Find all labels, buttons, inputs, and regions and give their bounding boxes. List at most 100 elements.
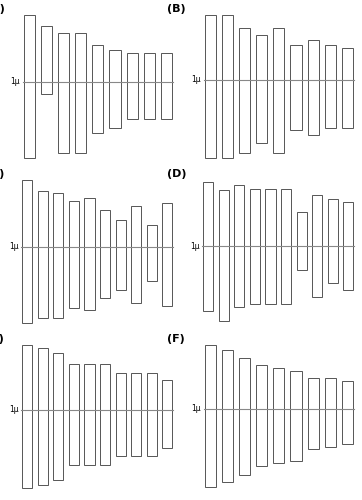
Bar [273,408,285,464]
Bar [290,45,302,80]
Bar [144,52,155,82]
Bar [38,247,48,318]
Bar [281,246,291,304]
Bar [84,247,94,310]
Bar [115,372,126,410]
Bar [256,35,268,80]
Bar [38,191,48,247]
Bar [290,370,302,408]
Bar [84,198,94,247]
Bar [115,410,126,456]
Bar [281,188,291,246]
Bar [161,82,172,118]
Bar [219,246,229,320]
Bar [203,246,213,310]
Bar [100,210,110,247]
Bar [234,185,244,246]
Bar [307,408,319,450]
Bar [109,50,121,82]
Text: (A): (A) [0,4,5,14]
Text: (C): (C) [0,169,5,179]
Bar [312,196,322,246]
Bar [69,364,79,410]
Bar [147,372,157,410]
Bar [92,46,104,82]
Bar [343,246,353,290]
Text: 1μ: 1μ [192,404,201,413]
Bar [328,198,338,246]
Bar [147,225,157,247]
Bar [250,246,260,304]
Bar [58,33,70,82]
Bar [342,408,353,444]
Bar [22,247,32,322]
Bar [115,220,126,247]
Bar [100,247,110,298]
Bar [84,410,94,465]
Bar [273,368,285,408]
Bar [131,247,141,303]
Bar [100,410,110,465]
Bar [219,190,229,246]
Bar [239,80,251,152]
Bar [100,364,110,410]
Bar [162,410,172,448]
Text: (B): (B) [167,4,186,14]
Bar [296,246,307,270]
Bar [222,350,233,408]
Bar [307,40,319,80]
Bar [325,45,336,80]
Bar [205,408,216,488]
Bar [69,247,79,308]
Bar [325,408,336,447]
Bar [109,82,121,128]
Bar [53,352,63,410]
Bar [58,82,70,152]
Bar [53,410,63,480]
Bar [256,366,268,408]
Bar [162,380,172,410]
Bar [24,15,35,82]
Text: 1μ: 1μ [11,78,20,86]
Bar [22,345,32,410]
Bar [312,246,322,297]
Bar [41,82,52,94]
Bar [126,82,138,118]
Text: 1μ: 1μ [192,76,201,84]
Bar [307,80,319,135]
Bar [234,246,244,307]
Bar [38,348,48,410]
Bar [239,358,251,408]
Text: (E): (E) [0,334,4,344]
Bar [131,372,141,410]
Bar [131,410,141,456]
Bar [205,80,216,158]
Bar [38,410,48,485]
Bar [147,410,157,456]
Bar [343,202,353,246]
Bar [22,180,32,247]
Bar [203,182,213,246]
Bar [222,15,233,80]
Bar [53,247,63,318]
Bar [41,26,52,82]
Bar [115,247,126,290]
Bar [162,247,172,306]
Bar [161,52,172,82]
Bar [342,80,353,128]
Text: (D): (D) [167,169,187,179]
Bar [22,410,32,488]
Bar [265,246,275,304]
Bar [290,408,302,461]
Bar [131,206,141,247]
Bar [290,80,302,130]
Bar [239,28,251,80]
Bar [265,188,275,246]
Bar [144,82,155,118]
Bar [273,80,285,152]
Bar [75,82,87,152]
Bar [296,212,307,246]
Bar [69,200,79,247]
Bar [92,82,104,133]
Bar [205,345,216,408]
